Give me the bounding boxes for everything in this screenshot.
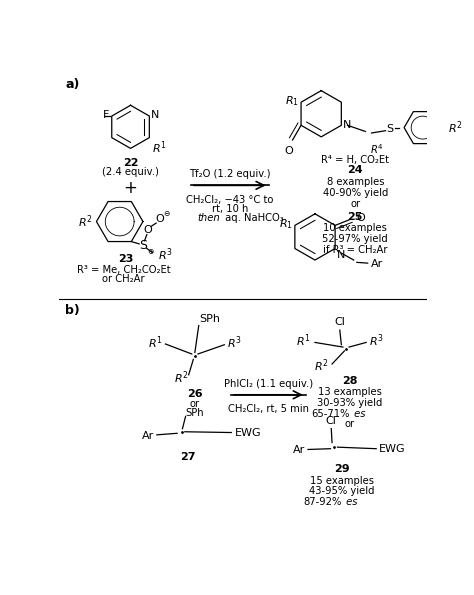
Text: then: then [198,213,220,223]
Text: R³ = Me, CH₂CO₂Et: R³ = Me, CH₂CO₂Et [77,265,170,275]
Text: CH₂Cl₂, −43 °C to: CH₂Cl₂, −43 °C to [186,195,273,205]
Text: or CH₂Ar: or CH₂Ar [102,274,145,284]
Text: $R^1$: $R^1$ [296,333,311,349]
Text: a): a) [65,77,80,90]
Text: $\ominus$: $\ominus$ [163,209,171,218]
Text: b): b) [65,304,80,317]
Text: es: es [351,409,365,419]
Text: 22: 22 [123,158,138,168]
Text: O: O [284,146,293,156]
Text: Ar: Ar [142,431,155,441]
Text: $R^1$: $R^1$ [152,139,166,156]
Text: 25: 25 [347,212,363,221]
Text: $R_1$: $R_1$ [279,217,292,231]
Text: 24: 24 [347,165,363,176]
Text: aq. NaHCO₃: aq. NaHCO₃ [222,213,284,223]
Text: EWG: EWG [235,428,261,439]
Text: SPh: SPh [199,314,220,324]
Text: Cl: Cl [334,317,345,327]
Text: $R^3$: $R^3$ [228,334,242,350]
Text: +: + [124,179,137,197]
Text: (2.4 equiv.): (2.4 equiv.) [102,167,159,177]
Text: N: N [337,250,345,260]
Text: $R^3$: $R^3$ [158,246,173,263]
Text: $R^1$: $R^1$ [147,334,162,350]
Text: 43-95% yield: 43-95% yield [310,487,375,496]
Text: 28: 28 [342,375,357,386]
Text: F: F [103,110,109,120]
Text: or: or [190,399,200,409]
Text: 8 examples: 8 examples [327,177,384,187]
Text: $R^3$: $R^3$ [369,333,384,349]
Text: 40-90% yield: 40-90% yield [323,187,388,198]
Text: 13 examples: 13 examples [318,387,382,397]
Text: S: S [387,124,394,134]
Text: or: or [345,419,355,430]
Text: 23: 23 [118,254,134,264]
Text: O: O [155,214,164,224]
Text: $R^4$: $R^4$ [370,142,384,156]
Text: SPh: SPh [186,408,204,418]
Text: Ar: Ar [292,445,305,455]
Text: O: O [143,225,152,235]
Text: $R^2$: $R^2$ [447,120,462,136]
Text: 52-97% yield: 52-97% yield [322,234,388,244]
Text: Tf₂O (1.2 equiv.): Tf₂O (1.2 equiv.) [189,169,271,179]
Text: 30-93% yield: 30-93% yield [317,398,383,408]
Text: es: es [343,497,357,507]
Text: PhICl₂ (1.1 equiv.): PhICl₂ (1.1 equiv.) [224,378,313,389]
Text: 29: 29 [334,464,350,474]
Text: S: S [139,239,147,252]
Text: or: or [350,199,360,209]
Text: N: N [151,110,159,120]
Text: $R_1$: $R_1$ [285,94,299,108]
Text: O: O [357,212,365,223]
Text: EWG: EWG [379,444,406,455]
Text: $R^2$: $R^2$ [174,369,189,386]
Text: 10 examples: 10 examples [323,223,387,233]
Text: if R³ = CH₂Ar: if R³ = CH₂Ar [323,245,388,255]
Text: rt, 10 h: rt, 10 h [211,204,248,214]
Text: $\oplus$: $\oplus$ [147,247,155,256]
Text: 15 examples: 15 examples [310,475,374,486]
Text: 26: 26 [187,389,203,399]
Text: Cl: Cl [325,415,336,425]
Text: 87-92%: 87-92% [304,497,342,507]
Text: R⁴ = H, CO₂Et: R⁴ = H, CO₂Et [321,155,389,165]
Text: N: N [343,120,351,130]
Text: CH₂Cl₂, rt, 5 min: CH₂Cl₂, rt, 5 min [228,404,309,414]
Text: Ar: Ar [371,259,383,269]
Text: $R^2$: $R^2$ [78,213,92,230]
Text: 65-71%: 65-71% [311,409,350,419]
Text: $R^2$: $R^2$ [314,357,329,374]
Text: 27: 27 [180,452,196,462]
